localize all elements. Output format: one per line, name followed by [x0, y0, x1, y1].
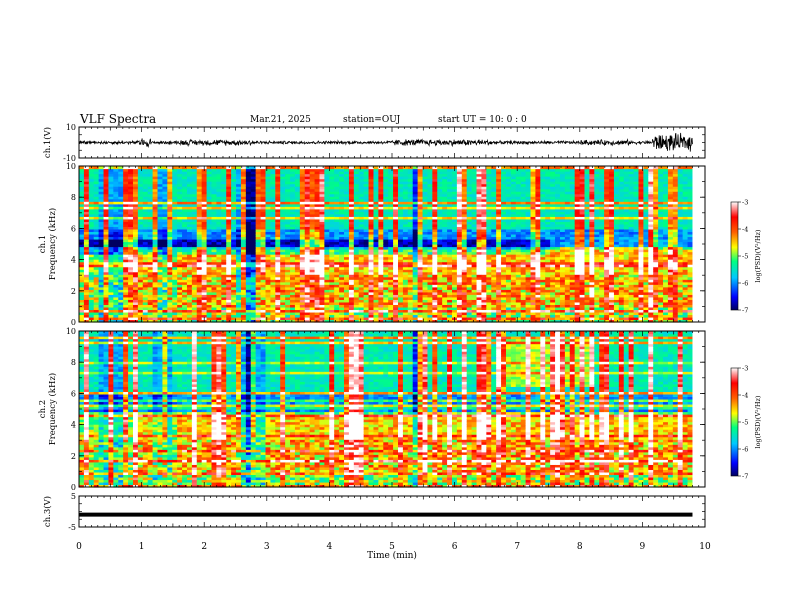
ch1-waveform-y-tick-label: 10 [66, 123, 76, 132]
ch1-colorbar-tick: -4 [742, 226, 748, 234]
ch1-spectrogram-y-tick-label: 0 [71, 318, 76, 327]
ch1-spectrogram-y-axis-label: Frequency (kHz) [47, 208, 58, 280]
ch1-colorbar-label: log(PSD)(V²/Hz) [754, 229, 762, 282]
ch2-colorbar-tick: -6 [742, 446, 748, 454]
ch1-spectrogram-y-axis-label: ch.1 [38, 235, 48, 253]
x-tick-label: 10 [699, 542, 711, 552]
colorbars: -3 -4 -5 -6 -7 log(PSD)(V²/Hz) -3 -4 -5 -6 -7 log(P… [730, 199, 762, 481]
x-tick-label: 3 [264, 542, 270, 552]
x-tick-label: 8 [577, 542, 583, 552]
ch3-waveform-y-tick-label: 5 [71, 492, 76, 501]
ch2-colorbar-label: log(PSD)(V²/Hz) [754, 395, 762, 448]
x-axis-label: Time (min) [367, 550, 417, 561]
station-label: station=OUJ [343, 115, 401, 125]
ch2-colorbar-tick: -5 [742, 419, 748, 427]
ch1-waveform-line [78, 132, 693, 152]
ch2-spectrogram-image [79, 331, 705, 488]
ch1-spectrogram-y-tick-label: 2 [71, 287, 76, 296]
ch1-spectrogram-y-tick-label: 10 [66, 162, 76, 171]
date-label: Mar.21, 2025 [250, 115, 311, 125]
ch1-spectrogram-image [79, 166, 705, 323]
axis-ticks: 0 1 2 3 4 5 6 7 8 9 10 Time (min) [76, 127, 711, 561]
ch2-spectrogram-y-tick-label: 0 [71, 483, 76, 492]
x-tick-label: 2 [201, 542, 207, 552]
x-tick-label: 5 [389, 542, 395, 552]
ch1-waveform-trace [78, 132, 693, 152]
x-tick-label: 4 [327, 542, 333, 552]
ch2-colorbar-tick: -7 [742, 473, 748, 481]
x-tick-label: 6 [452, 542, 458, 552]
x-tick-label: 9 [640, 542, 646, 552]
ch2-colorbar [730, 367, 739, 477]
ch3-waveform-y-tick-label: -5 [68, 523, 76, 532]
x-tick-label: 7 [514, 542, 520, 552]
ch1-colorbar-tick: -7 [742, 307, 748, 315]
ch1-spectrogram-y-tick-label: 6 [71, 224, 76, 233]
ch2-spectrogram-y-axis-label: Frequency (kHz) [47, 373, 58, 445]
ch2-colorbar-tick: -3 [742, 365, 748, 373]
ch2-colorbar-tick: -4 [742, 392, 748, 400]
ch2-spectrogram-y-axis-label: ch.2 [38, 400, 48, 418]
ch1-colorbar-tick: -3 [742, 199, 748, 207]
ch1-waveform-y-tick-label: -10 [63, 154, 76, 163]
x-tick-label: 0 [76, 542, 82, 552]
ch1-spectrogram-y-tick-label: 8 [71, 193, 76, 202]
ch3-waveform-y-axis-label: ch.3(V) [42, 496, 53, 527]
ch1-colorbar-tick: -5 [742, 253, 748, 261]
ch1-waveform-y-axis-label: ch.1(V) [42, 127, 53, 158]
ch2-spectrogram-y-tick-label: 6 [71, 389, 76, 398]
start-time-label: start UT = 10: 0 : 0 [438, 115, 527, 125]
ch2-spectrogram-y-tick-label: 10 [66, 327, 76, 336]
ch2-spectrogram-y-tick-label: 8 [71, 358, 76, 367]
ch2-spectrogram-y-tick-label: 2 [71, 452, 76, 461]
ch1-spectrogram-y-tick-label: 4 [71, 256, 76, 265]
ch2-spectrogram-y-tick-label: 4 [71, 421, 76, 430]
x-tick-label: 1 [139, 542, 145, 552]
ch1-colorbar-tick: -6 [742, 280, 748, 288]
chart-title: VLF Spectra [80, 112, 157, 126]
ch1-colorbar [730, 201, 739, 311]
